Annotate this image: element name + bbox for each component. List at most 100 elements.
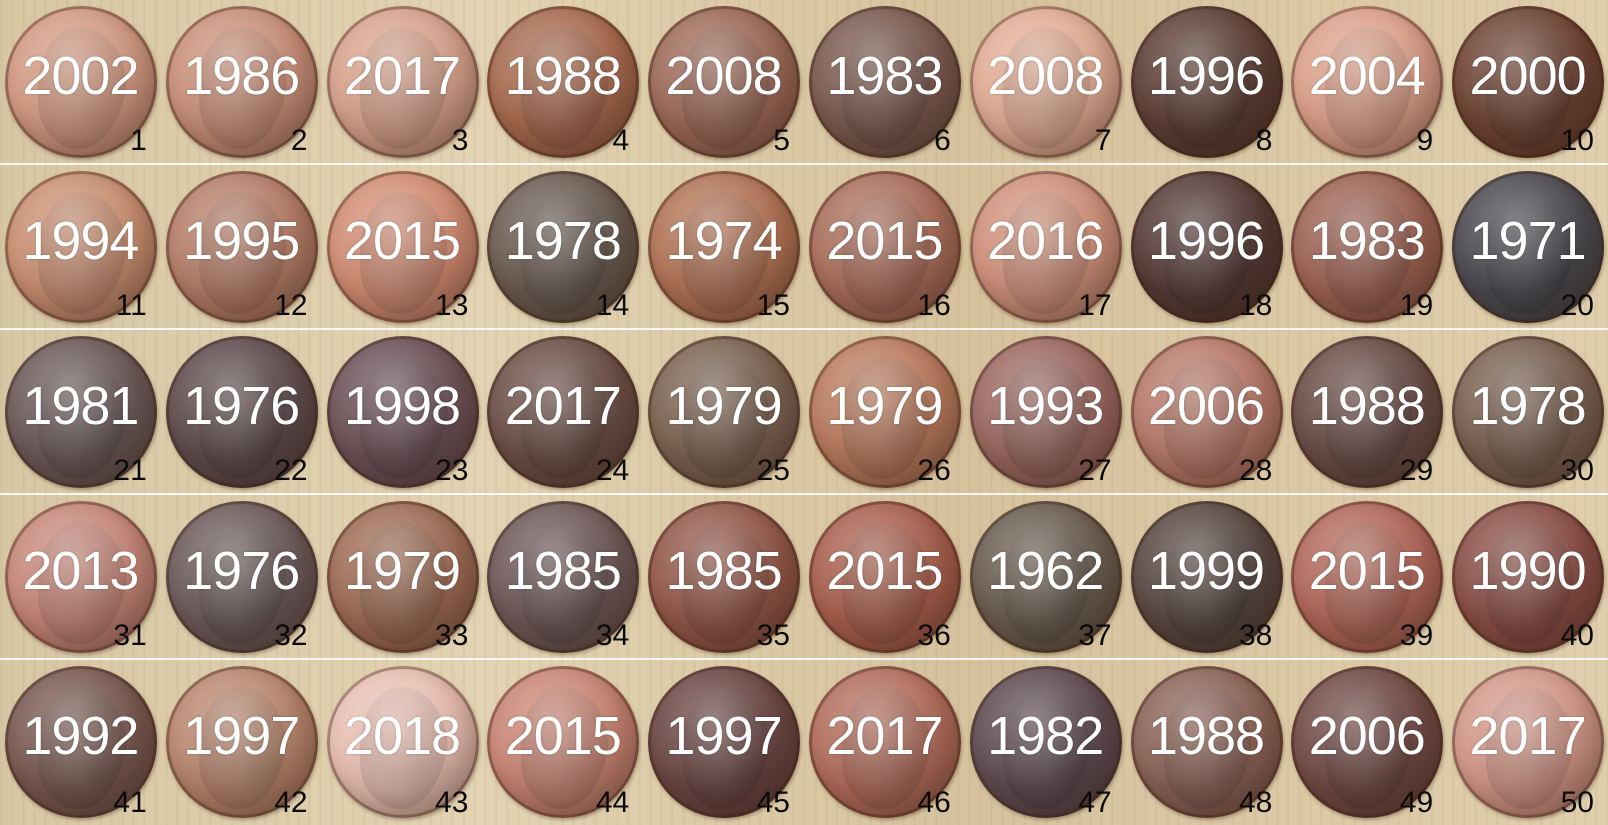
coin-index-label: 18 xyxy=(1239,289,1273,322)
coin-cell: 2006 28 xyxy=(1125,330,1287,495)
coin-year-label: 1979 xyxy=(826,376,943,436)
coin-cell: 2015 16 xyxy=(803,165,965,330)
penny-image xyxy=(1452,6,1605,158)
penny-image xyxy=(808,171,961,323)
coin-year-label: 1988 xyxy=(504,46,622,106)
coin-cell: 2015 13 xyxy=(321,165,483,330)
coin-index-label: 6 xyxy=(934,124,951,157)
coin-year-label: 2016 xyxy=(987,211,1104,271)
coin-cell: 1979 33 xyxy=(321,495,483,660)
penny-image xyxy=(487,336,640,488)
coin-cell: 2008 7 xyxy=(964,0,1126,165)
coin-index-label: 10 xyxy=(1560,124,1594,157)
coin-cell: 2013 31 xyxy=(0,495,161,660)
coin-index-label: 22 xyxy=(274,454,308,487)
coin-year-label: 1990 xyxy=(1469,541,1587,601)
coin-year-label: 2015 xyxy=(826,541,943,601)
penny-image xyxy=(969,501,1122,653)
coin-index-label: 30 xyxy=(1560,454,1594,487)
penny-image xyxy=(969,666,1122,818)
coin-year-label: 1998 xyxy=(343,376,461,436)
coin-index-label: 4 xyxy=(612,124,630,157)
coin-index-label: 46 xyxy=(917,786,951,819)
coin-cell: 1988 29 xyxy=(1286,330,1448,495)
penny-image xyxy=(1291,336,1444,488)
coin-index-label: 47 xyxy=(1078,786,1112,819)
coin-year-label: 1982 xyxy=(987,706,1104,766)
coin-cell: 2017 50 xyxy=(1447,660,1608,825)
coin-index-label: 43 xyxy=(435,786,469,819)
coin-index-label: 16 xyxy=(917,289,951,322)
coin-cell: 2004 9 xyxy=(1286,0,1448,165)
coin-year-label: 1976 xyxy=(183,376,300,436)
coin-cell: 1996 18 xyxy=(1125,165,1287,330)
coin-index-label: 44 xyxy=(595,786,630,819)
coin-year-label: 2006 xyxy=(1308,706,1426,766)
penny-image xyxy=(165,666,318,818)
coin-year-label: 2015 xyxy=(1308,541,1426,601)
coin-index-label: 49 xyxy=(1399,786,1434,819)
penny-image xyxy=(326,336,479,488)
coin-cell: 1981 21 xyxy=(0,330,161,495)
coin-year-label: 2008 xyxy=(987,46,1104,106)
penny-image xyxy=(487,171,640,323)
coin-cell: 1962 37 xyxy=(964,495,1126,660)
penny-image xyxy=(5,171,157,323)
coin-index-label: 31 xyxy=(113,619,147,652)
coin-year-label: 2008 xyxy=(665,46,783,106)
penny-image xyxy=(326,171,479,323)
coin-year-label: 1962 xyxy=(987,541,1104,601)
coin-index-label: 23 xyxy=(435,454,469,487)
coin-year-label: 1983 xyxy=(1308,211,1426,271)
coin-index-label: 41 xyxy=(113,786,147,819)
penny-image xyxy=(5,6,157,158)
coin-cell: 1978 14 xyxy=(482,165,644,330)
coin-cell: 1985 35 xyxy=(643,495,804,660)
penny-image xyxy=(487,666,640,818)
coin-index-label: 42 xyxy=(274,786,308,819)
penny-image xyxy=(487,6,640,158)
coin-index-label: 1 xyxy=(130,124,147,157)
coin-cell: 1978 30 xyxy=(1447,330,1608,495)
coin-year-label: 1997 xyxy=(665,706,783,766)
penny-image xyxy=(1130,666,1283,818)
coin-index-label: 26 xyxy=(917,454,951,487)
penny-image xyxy=(5,336,157,488)
coin-year-label: 2002 xyxy=(22,46,139,106)
penny-image xyxy=(808,666,961,818)
coin-cell: 1988 4 xyxy=(482,0,644,165)
coin-year-label: 2004 xyxy=(1308,46,1426,106)
coin-index-label: 48 xyxy=(1239,786,1273,819)
coin-cell: 1995 12 xyxy=(160,165,322,330)
penny-image xyxy=(165,336,318,488)
coin-cell: 1992 41 xyxy=(0,660,161,825)
coin-index-label: 37 xyxy=(1078,619,1112,652)
coin-year-label: 1976 xyxy=(183,541,300,601)
coin-cell: 1976 22 xyxy=(160,330,322,495)
coin-cell: 2002 1 xyxy=(0,0,161,165)
coin-cell: 1988 48 xyxy=(1126,660,1287,825)
coin-year-label: 1993 xyxy=(987,376,1104,436)
penny-image xyxy=(1130,501,1283,653)
penny-image xyxy=(648,6,801,158)
penny-image xyxy=(5,501,157,653)
coin-index-label: 14 xyxy=(595,289,630,322)
coin-index-label: 25 xyxy=(756,454,790,487)
coin-index-label: 8 xyxy=(1255,124,1273,157)
coin-year-label: 1971 xyxy=(1469,211,1587,271)
penny-image xyxy=(648,501,801,653)
penny-image xyxy=(326,6,479,158)
coin-year-label: 1995 xyxy=(183,211,300,271)
coin-cell: 2015 36 xyxy=(803,495,965,660)
coin-index-label: 5 xyxy=(773,124,790,157)
coin-year-label: 2017 xyxy=(343,46,461,106)
penny-image xyxy=(808,336,961,488)
coin-year-label: 1988 xyxy=(1308,376,1426,436)
coin-cell: 1979 25 xyxy=(643,330,804,495)
coin-year-label: 1978 xyxy=(504,211,622,271)
coin-index-label: 50 xyxy=(1560,786,1594,819)
coin-cell: 1976 32 xyxy=(160,495,322,660)
coin-cell: 2008 5 xyxy=(643,0,804,165)
coin-index-label: 17 xyxy=(1078,289,1112,322)
coin-year-label: 2015 xyxy=(504,706,622,766)
